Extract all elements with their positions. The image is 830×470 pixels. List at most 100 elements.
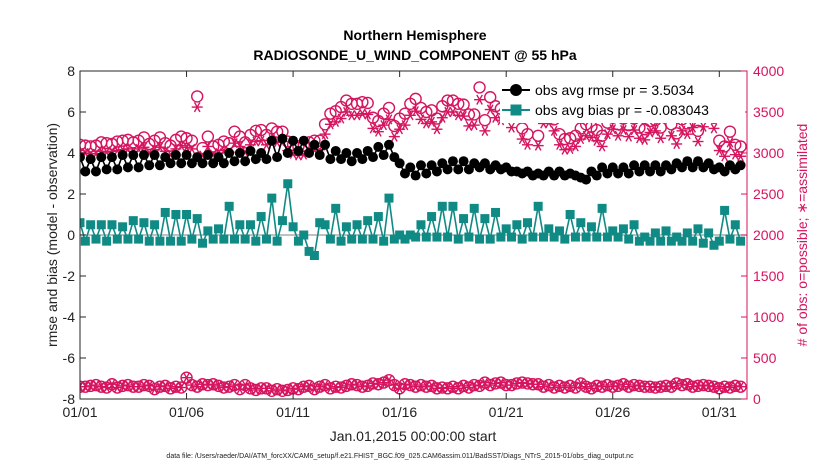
bias-point xyxy=(379,236,389,246)
bias-point xyxy=(203,226,213,236)
bias-point xyxy=(373,212,383,222)
assimilated-point xyxy=(474,94,486,105)
bias-point xyxy=(91,234,101,244)
x-axis-label: Jan.01,2015 00:00:00 start xyxy=(330,428,497,444)
bias-point xyxy=(198,238,208,248)
assimilated-point-stroke xyxy=(721,151,728,162)
bias-point xyxy=(288,222,298,232)
rmse-point xyxy=(272,152,283,163)
bias-point xyxy=(624,234,634,244)
assimilated-point xyxy=(191,101,203,113)
assimilated-point xyxy=(623,131,635,142)
bias-point xyxy=(682,228,692,238)
possible-point xyxy=(409,92,422,106)
assimilated-point-stroke xyxy=(715,145,723,156)
assimilated-point-lower-stroke xyxy=(305,380,313,391)
bias-point xyxy=(656,236,666,246)
rmse-point xyxy=(591,170,602,181)
bias-point xyxy=(107,220,117,230)
bias-point xyxy=(512,220,522,230)
assimilated-point-lower-stroke xyxy=(177,382,185,393)
assimilated-point-stroke xyxy=(380,120,388,131)
possible-point xyxy=(691,124,705,138)
possible-point xyxy=(249,124,263,138)
bias-point xyxy=(96,220,106,230)
assimilated-point-stroke xyxy=(374,126,382,137)
bias-point xyxy=(459,214,469,224)
x-tick-label: 01/21 xyxy=(489,404,524,420)
rmse-point xyxy=(383,139,394,150)
assimilated-point-stroke xyxy=(582,130,590,141)
rmse-point xyxy=(245,145,256,156)
bias-point xyxy=(118,222,128,232)
bias-point xyxy=(208,234,218,244)
bias-point xyxy=(592,232,602,242)
bias-point xyxy=(86,220,96,230)
rmse-point xyxy=(197,158,208,169)
assimilated-point-stroke xyxy=(486,104,494,115)
possible-point xyxy=(457,98,470,111)
rmse-point xyxy=(421,168,432,179)
assimilated-point xyxy=(319,129,331,140)
assimilated-point-lower-stroke xyxy=(385,375,393,386)
bias-point xyxy=(672,232,682,242)
bias-point xyxy=(155,236,165,246)
possible-point xyxy=(420,105,433,119)
x-tick-label: 01/01 xyxy=(62,404,97,420)
rmse-point xyxy=(282,148,293,158)
bias-point xyxy=(432,232,442,242)
bias-point xyxy=(192,214,202,224)
assimilated-point-stroke xyxy=(369,123,377,134)
bias-point xyxy=(245,220,255,230)
bias-point xyxy=(613,232,623,242)
assimilated-point xyxy=(692,136,704,147)
bias-point xyxy=(309,251,319,260)
assimilated-point-stroke xyxy=(321,129,329,140)
ticks-layer: 01/01 01/06 01/11 01/16 01/21 01/26 01/31 -8 -6 -… xyxy=(62,63,784,420)
bias-point xyxy=(480,214,490,224)
rmse-point xyxy=(447,156,458,167)
bias-point xyxy=(645,236,655,246)
rmse-point xyxy=(309,139,320,150)
bias-point xyxy=(134,234,144,244)
bias-point xyxy=(341,222,351,232)
rmse-point xyxy=(0,160,5,170)
y-tick-label-right: 4000 xyxy=(753,63,784,79)
possible-point-lower xyxy=(0,391,6,402)
rmse-point xyxy=(330,145,341,156)
bias-point xyxy=(102,236,112,246)
assimilated-point-stroke xyxy=(534,140,542,151)
rmse-point xyxy=(202,150,213,161)
assimilated-point xyxy=(431,124,443,135)
assimilated-point xyxy=(649,125,661,136)
assimilated-point-stroke xyxy=(524,139,531,150)
chart-title-line2: RADIOSONDE_U_WIND_COMPONENT @ 55 hPa xyxy=(253,47,576,63)
possible-point xyxy=(270,125,284,138)
bias-point xyxy=(501,224,511,234)
bias-point xyxy=(528,232,538,242)
possible-point xyxy=(185,134,199,147)
bias-point xyxy=(411,232,421,242)
bias-point xyxy=(469,203,479,213)
rmse-point xyxy=(112,164,123,175)
assimilated-point-stroke xyxy=(609,124,617,135)
assimilated-point xyxy=(468,120,480,131)
assimilated-point-stroke xyxy=(689,122,697,133)
legend-bias-marker xyxy=(510,104,522,116)
possible-point xyxy=(473,81,486,94)
y-tick-label-left: -8 xyxy=(63,391,76,407)
assimilated-point xyxy=(713,145,725,156)
bias-point xyxy=(421,232,431,242)
assimilated-point-stroke xyxy=(657,133,665,144)
bias-point xyxy=(565,210,575,219)
bias-point xyxy=(293,236,303,246)
bias-point xyxy=(256,212,266,222)
assimilated-point-stroke xyxy=(566,143,574,155)
assimilated-point-stroke xyxy=(252,136,260,147)
y-tick-label-left: 2 xyxy=(67,186,75,202)
assimilated-point xyxy=(617,124,629,136)
assimilated-point-stroke xyxy=(454,110,462,121)
bias-point xyxy=(730,220,740,230)
rmse-point xyxy=(581,174,592,185)
